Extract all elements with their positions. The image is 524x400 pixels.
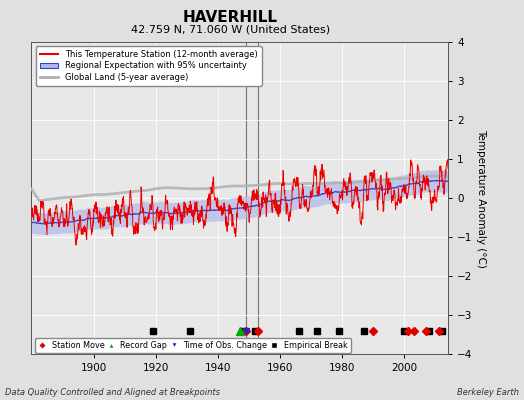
Text: 42.759 N, 71.060 W (United States): 42.759 N, 71.060 W (United States) xyxy=(131,24,330,34)
Text: Berkeley Earth: Berkeley Earth xyxy=(457,388,519,397)
Text: HAVERHILL: HAVERHILL xyxy=(183,10,278,25)
Legend: Station Move, Record Gap, Time of Obs. Change, Empirical Break: Station Move, Record Gap, Time of Obs. C… xyxy=(36,338,351,353)
Y-axis label: Temperature Anomaly (°C): Temperature Anomaly (°C) xyxy=(476,128,486,268)
Text: Data Quality Controlled and Aligned at Breakpoints: Data Quality Controlled and Aligned at B… xyxy=(5,388,220,397)
